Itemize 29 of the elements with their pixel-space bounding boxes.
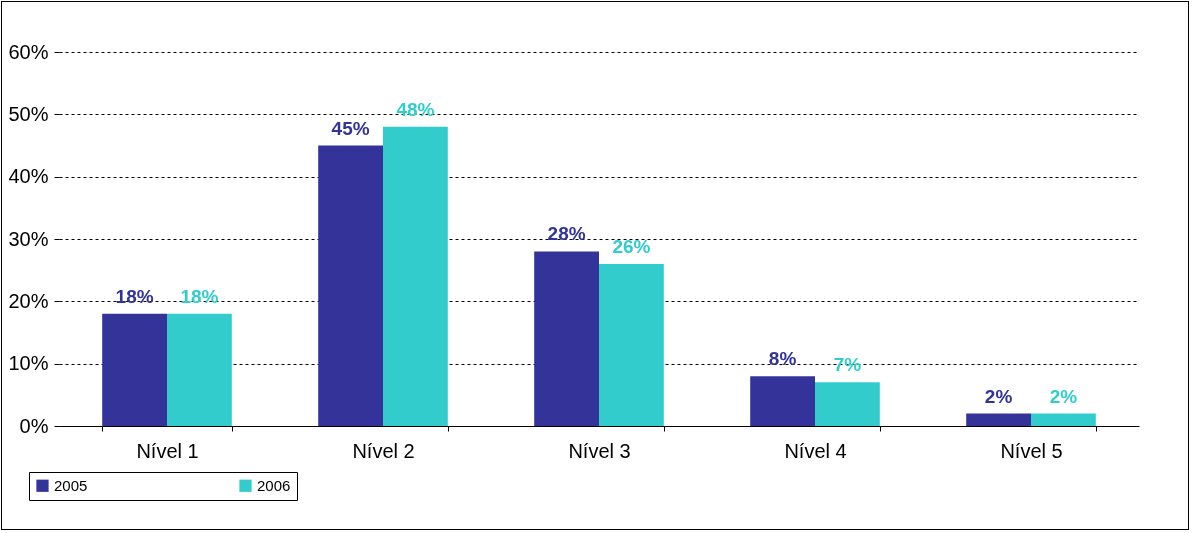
y-tick-label: 0% xyxy=(19,414,49,437)
bar xyxy=(815,382,880,426)
bar xyxy=(167,313,232,426)
y-tick-label: 40% xyxy=(8,165,49,188)
y-tick-label: 20% xyxy=(8,289,49,312)
bar xyxy=(102,313,167,426)
legend-label: 2005 xyxy=(54,476,88,494)
x-tick-label: Nível 1 xyxy=(136,439,199,462)
x-tick-label: Nível 2 xyxy=(352,439,415,462)
data-label: 2% xyxy=(984,385,1013,407)
y-tick-label: 30% xyxy=(8,227,49,250)
bar xyxy=(599,263,664,426)
data-label: 45% xyxy=(331,117,370,139)
legend-label: 2006 xyxy=(257,476,291,494)
bar xyxy=(318,145,383,426)
bar xyxy=(750,376,815,426)
y-tick-label: 50% xyxy=(8,102,49,125)
bar xyxy=(1031,413,1096,426)
bar xyxy=(966,413,1031,426)
x-tick-label: Nível 4 xyxy=(784,439,847,462)
bar xyxy=(534,251,599,426)
data-label: 8% xyxy=(768,348,797,370)
y-tick-label: 60% xyxy=(8,40,49,63)
y-tick-label: 10% xyxy=(8,352,49,375)
bar xyxy=(383,126,448,426)
data-label: 2% xyxy=(1049,385,1078,407)
x-tick-label: Nível 5 xyxy=(1000,439,1063,462)
data-label: 26% xyxy=(612,235,651,257)
x-tick-label: Nível 3 xyxy=(568,439,631,462)
